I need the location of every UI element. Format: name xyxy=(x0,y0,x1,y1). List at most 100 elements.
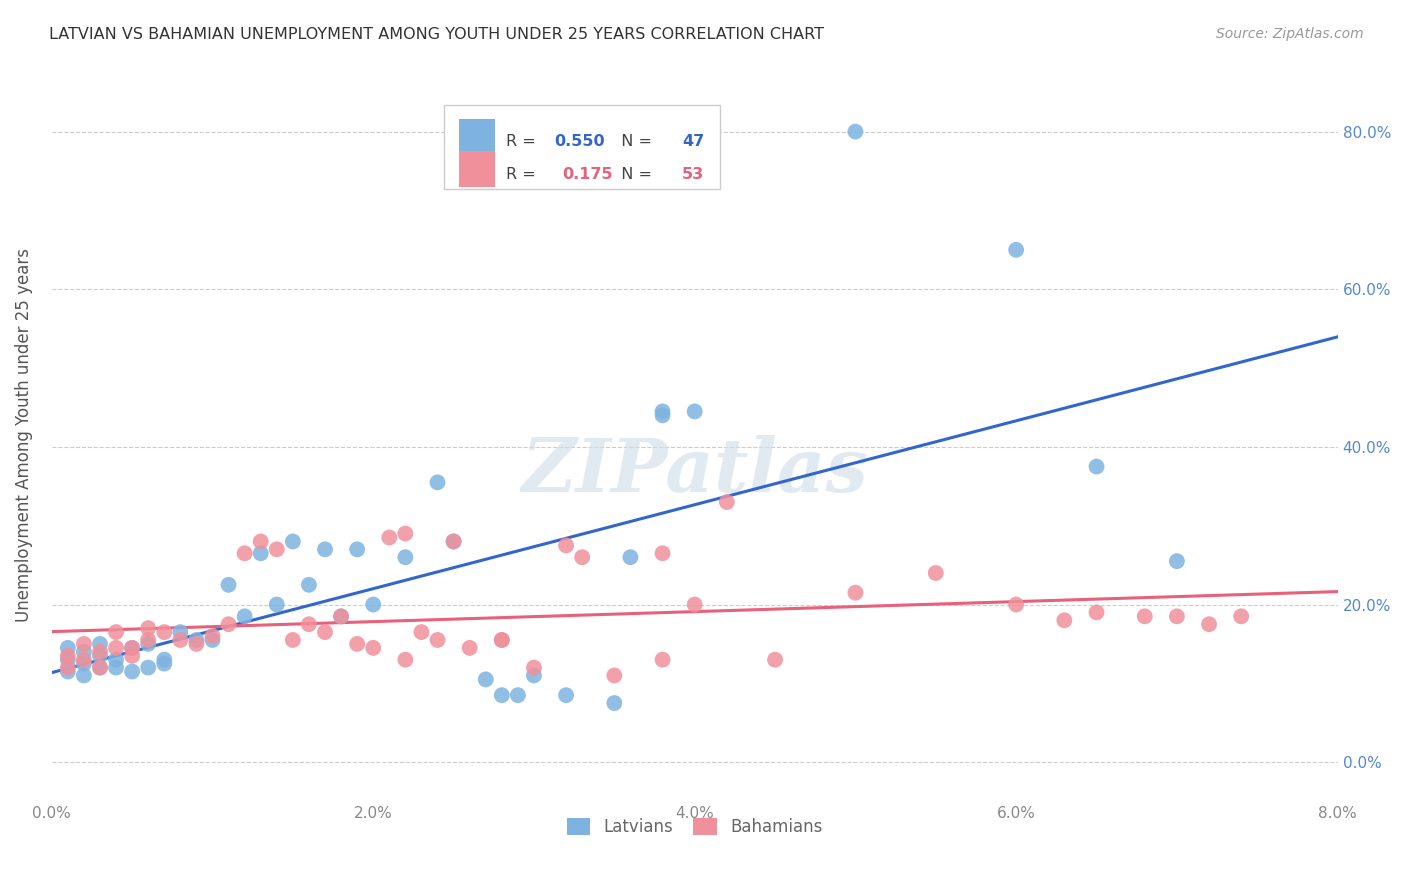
Point xyxy=(491,632,513,647)
Point xyxy=(426,475,449,490)
Point xyxy=(249,546,271,560)
Point xyxy=(394,653,416,667)
Point xyxy=(443,534,465,549)
Legend: Latvians, Bahamians: Latvians, Bahamians xyxy=(558,810,831,845)
Point xyxy=(56,648,79,663)
Point xyxy=(218,617,240,632)
Point xyxy=(233,546,256,560)
Point xyxy=(56,660,79,674)
Point xyxy=(426,632,449,647)
Point xyxy=(346,542,368,557)
Point xyxy=(121,640,143,655)
Point xyxy=(266,542,288,557)
Point xyxy=(1166,554,1188,568)
Point xyxy=(1085,606,1108,620)
FancyBboxPatch shape xyxy=(460,152,495,186)
Point xyxy=(121,648,143,663)
Point xyxy=(1053,613,1076,627)
Point xyxy=(378,531,401,545)
Point xyxy=(394,550,416,565)
Point xyxy=(651,653,673,667)
Point xyxy=(298,578,321,592)
Point xyxy=(136,637,159,651)
Point xyxy=(89,648,111,663)
Point xyxy=(298,617,321,632)
Point xyxy=(186,637,208,651)
Point xyxy=(474,673,496,687)
Point xyxy=(89,637,111,651)
Text: R =: R = xyxy=(506,167,546,182)
Y-axis label: Unemployment Among Youth under 25 years: Unemployment Among Youth under 25 years xyxy=(15,248,32,622)
Point xyxy=(651,404,673,418)
Point xyxy=(281,632,304,647)
Point xyxy=(73,637,96,651)
Point xyxy=(603,668,626,682)
Point xyxy=(844,125,866,139)
Text: N =: N = xyxy=(612,167,657,182)
Text: LATVIAN VS BAHAMIAN UNEMPLOYMENT AMONG YOUTH UNDER 25 YEARS CORRELATION CHART: LATVIAN VS BAHAMIAN UNEMPLOYMENT AMONG Y… xyxy=(49,27,824,42)
Point xyxy=(266,598,288,612)
Point xyxy=(249,534,271,549)
Point xyxy=(361,598,384,612)
Point xyxy=(603,696,626,710)
Point xyxy=(491,688,513,702)
Point xyxy=(763,653,786,667)
Point xyxy=(89,660,111,674)
Text: N =: N = xyxy=(612,134,657,149)
Point xyxy=(56,640,79,655)
Point xyxy=(73,657,96,671)
Point xyxy=(458,640,481,655)
Point xyxy=(105,653,128,667)
Text: 0.175: 0.175 xyxy=(562,167,613,182)
FancyBboxPatch shape xyxy=(444,105,720,189)
Text: R =: R = xyxy=(506,134,540,149)
Point xyxy=(314,625,336,640)
Point xyxy=(153,653,176,667)
Text: Source: ZipAtlas.com: Source: ZipAtlas.com xyxy=(1216,27,1364,41)
Point xyxy=(1230,609,1253,624)
Point xyxy=(233,609,256,624)
Point xyxy=(73,653,96,667)
Point xyxy=(443,534,465,549)
Point xyxy=(523,660,546,674)
Point xyxy=(105,640,128,655)
Point xyxy=(105,625,128,640)
Point xyxy=(56,653,79,667)
Text: 53: 53 xyxy=(682,167,704,182)
Point xyxy=(121,640,143,655)
Point xyxy=(925,566,948,580)
Point xyxy=(411,625,433,640)
Point xyxy=(73,645,96,659)
Point xyxy=(844,585,866,599)
Point xyxy=(1133,609,1156,624)
Point xyxy=(201,632,224,647)
Point xyxy=(555,538,578,552)
Point xyxy=(1005,598,1028,612)
Point xyxy=(89,645,111,659)
Point xyxy=(136,621,159,635)
Point xyxy=(346,637,368,651)
Point xyxy=(281,534,304,549)
Text: 47: 47 xyxy=(682,134,704,149)
Point xyxy=(73,668,96,682)
Point xyxy=(651,546,673,560)
Point xyxy=(105,660,128,674)
Point xyxy=(136,660,159,674)
Point xyxy=(506,688,529,702)
Point xyxy=(218,578,240,592)
Point xyxy=(1166,609,1188,624)
Point xyxy=(555,688,578,702)
Text: ZIPatlas: ZIPatlas xyxy=(522,435,868,508)
Point xyxy=(1085,459,1108,474)
Point xyxy=(121,665,143,679)
Point xyxy=(330,609,353,624)
Point xyxy=(314,542,336,557)
Point xyxy=(186,632,208,647)
Point xyxy=(56,665,79,679)
Point xyxy=(651,409,673,423)
Point xyxy=(683,404,706,418)
Point xyxy=(1005,243,1028,257)
Point xyxy=(201,629,224,643)
Text: 0.550: 0.550 xyxy=(554,134,605,149)
Point xyxy=(1198,617,1220,632)
